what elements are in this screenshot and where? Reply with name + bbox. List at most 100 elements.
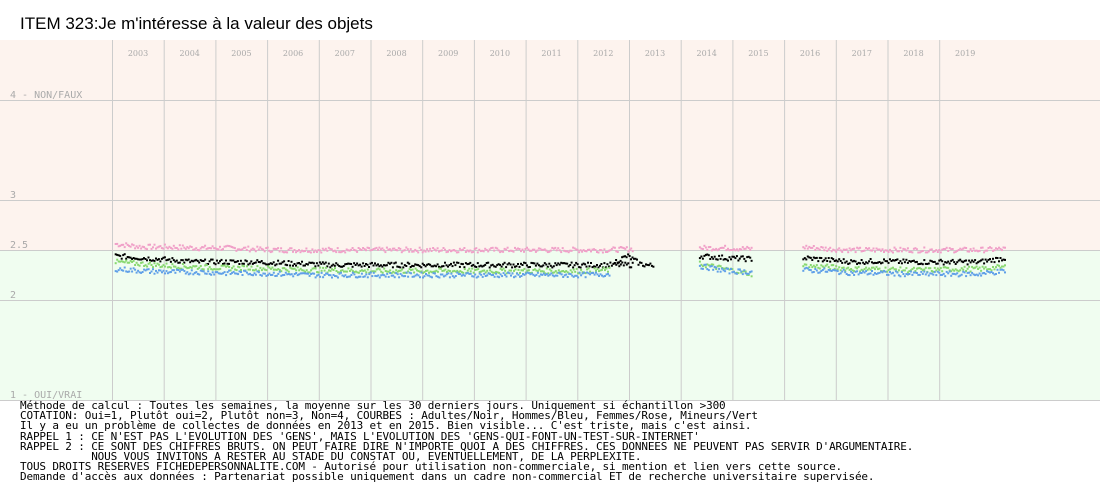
data-point — [462, 273, 465, 276]
data-point — [252, 274, 254, 277]
data-point — [281, 250, 284, 253]
data-point — [171, 263, 174, 266]
data-point — [171, 257, 174, 260]
data-point — [716, 265, 719, 268]
data-point — [897, 269, 900, 272]
data-point — [514, 268, 517, 271]
data-point — [117, 260, 120, 263]
data-point — [523, 261, 525, 264]
data-point — [560, 273, 563, 276]
data-point — [890, 250, 893, 253]
data-point — [597, 251, 600, 254]
data-point — [244, 270, 247, 273]
data-point — [304, 272, 307, 275]
data-point — [426, 269, 429, 272]
data-point — [942, 263, 945, 266]
data-point — [857, 273, 860, 276]
data-point — [880, 262, 882, 265]
data-point — [410, 269, 413, 271]
data-point — [986, 249, 989, 252]
data-point — [156, 258, 159, 261]
data-point — [725, 267, 728, 270]
data-point — [345, 263, 348, 265]
data-point — [975, 249, 978, 252]
data-point — [329, 247, 332, 250]
data-point — [731, 268, 734, 271]
data-point — [889, 271, 891, 273]
data-point — [727, 259, 729, 262]
data-point — [921, 250, 924, 252]
data-point — [496, 271, 499, 274]
data-point — [712, 257, 715, 260]
data-point — [493, 249, 496, 252]
data-point — [721, 254, 724, 257]
data-point — [619, 246, 622, 248]
data-point — [417, 274, 420, 277]
data-point — [347, 267, 350, 270]
data-point — [560, 251, 563, 254]
data-point — [996, 257, 999, 259]
data-point — [428, 274, 430, 277]
data-point — [123, 261, 126, 264]
data-point — [272, 247, 275, 250]
data-point — [281, 274, 284, 277]
data-point — [835, 250, 838, 253]
data-point — [448, 276, 451, 279]
data-point — [380, 274, 383, 277]
data-point — [274, 247, 277, 250]
data-point — [829, 260, 832, 263]
data-point — [520, 250, 522, 253]
data-point — [414, 248, 417, 251]
data-point — [510, 274, 512, 277]
data-point — [228, 245, 230, 247]
data-point — [750, 246, 753, 249]
data-point — [229, 269, 232, 272]
data-point — [832, 264, 835, 267]
data-point — [865, 261, 868, 264]
data-point — [375, 268, 378, 271]
data-point — [496, 247, 499, 250]
data-point — [262, 248, 265, 251]
data-point — [902, 258, 905, 261]
data-point — [153, 262, 156, 265]
data-point — [171, 247, 174, 250]
data-point — [875, 273, 878, 275]
data-point — [445, 273, 448, 276]
data-point — [331, 276, 333, 279]
data-point — [412, 265, 415, 268]
data-point — [945, 266, 948, 269]
data-point — [719, 270, 722, 273]
data-point — [700, 247, 703, 250]
data-point — [326, 265, 329, 268]
data-point — [749, 256, 752, 259]
data-point — [423, 264, 426, 266]
data-point — [725, 249, 728, 252]
data-point — [721, 267, 724, 270]
data-point — [164, 272, 166, 275]
data-point — [301, 260, 303, 263]
data-point — [845, 267, 848, 270]
data-point — [936, 270, 939, 273]
data-point — [827, 266, 830, 269]
data-point — [166, 266, 169, 269]
data-point — [960, 248, 963, 251]
data-point — [415, 263, 418, 266]
data-point — [296, 274, 299, 277]
data-point — [848, 268, 851, 271]
data-point — [280, 270, 283, 273]
data-point — [353, 248, 356, 251]
data-point — [223, 262, 226, 265]
data-point — [455, 261, 458, 264]
data-point — [517, 268, 520, 271]
data-point — [578, 251, 581, 254]
year-label: 2009 — [438, 49, 458, 58]
data-point — [963, 259, 966, 262]
data-point — [302, 272, 305, 275]
data-point — [412, 250, 415, 253]
grid-lines — [0, 40, 1100, 401]
data-point — [932, 250, 935, 253]
data-point — [604, 269, 606, 272]
data-point — [214, 263, 217, 266]
data-point — [441, 265, 443, 268]
data-point — [968, 250, 971, 253]
